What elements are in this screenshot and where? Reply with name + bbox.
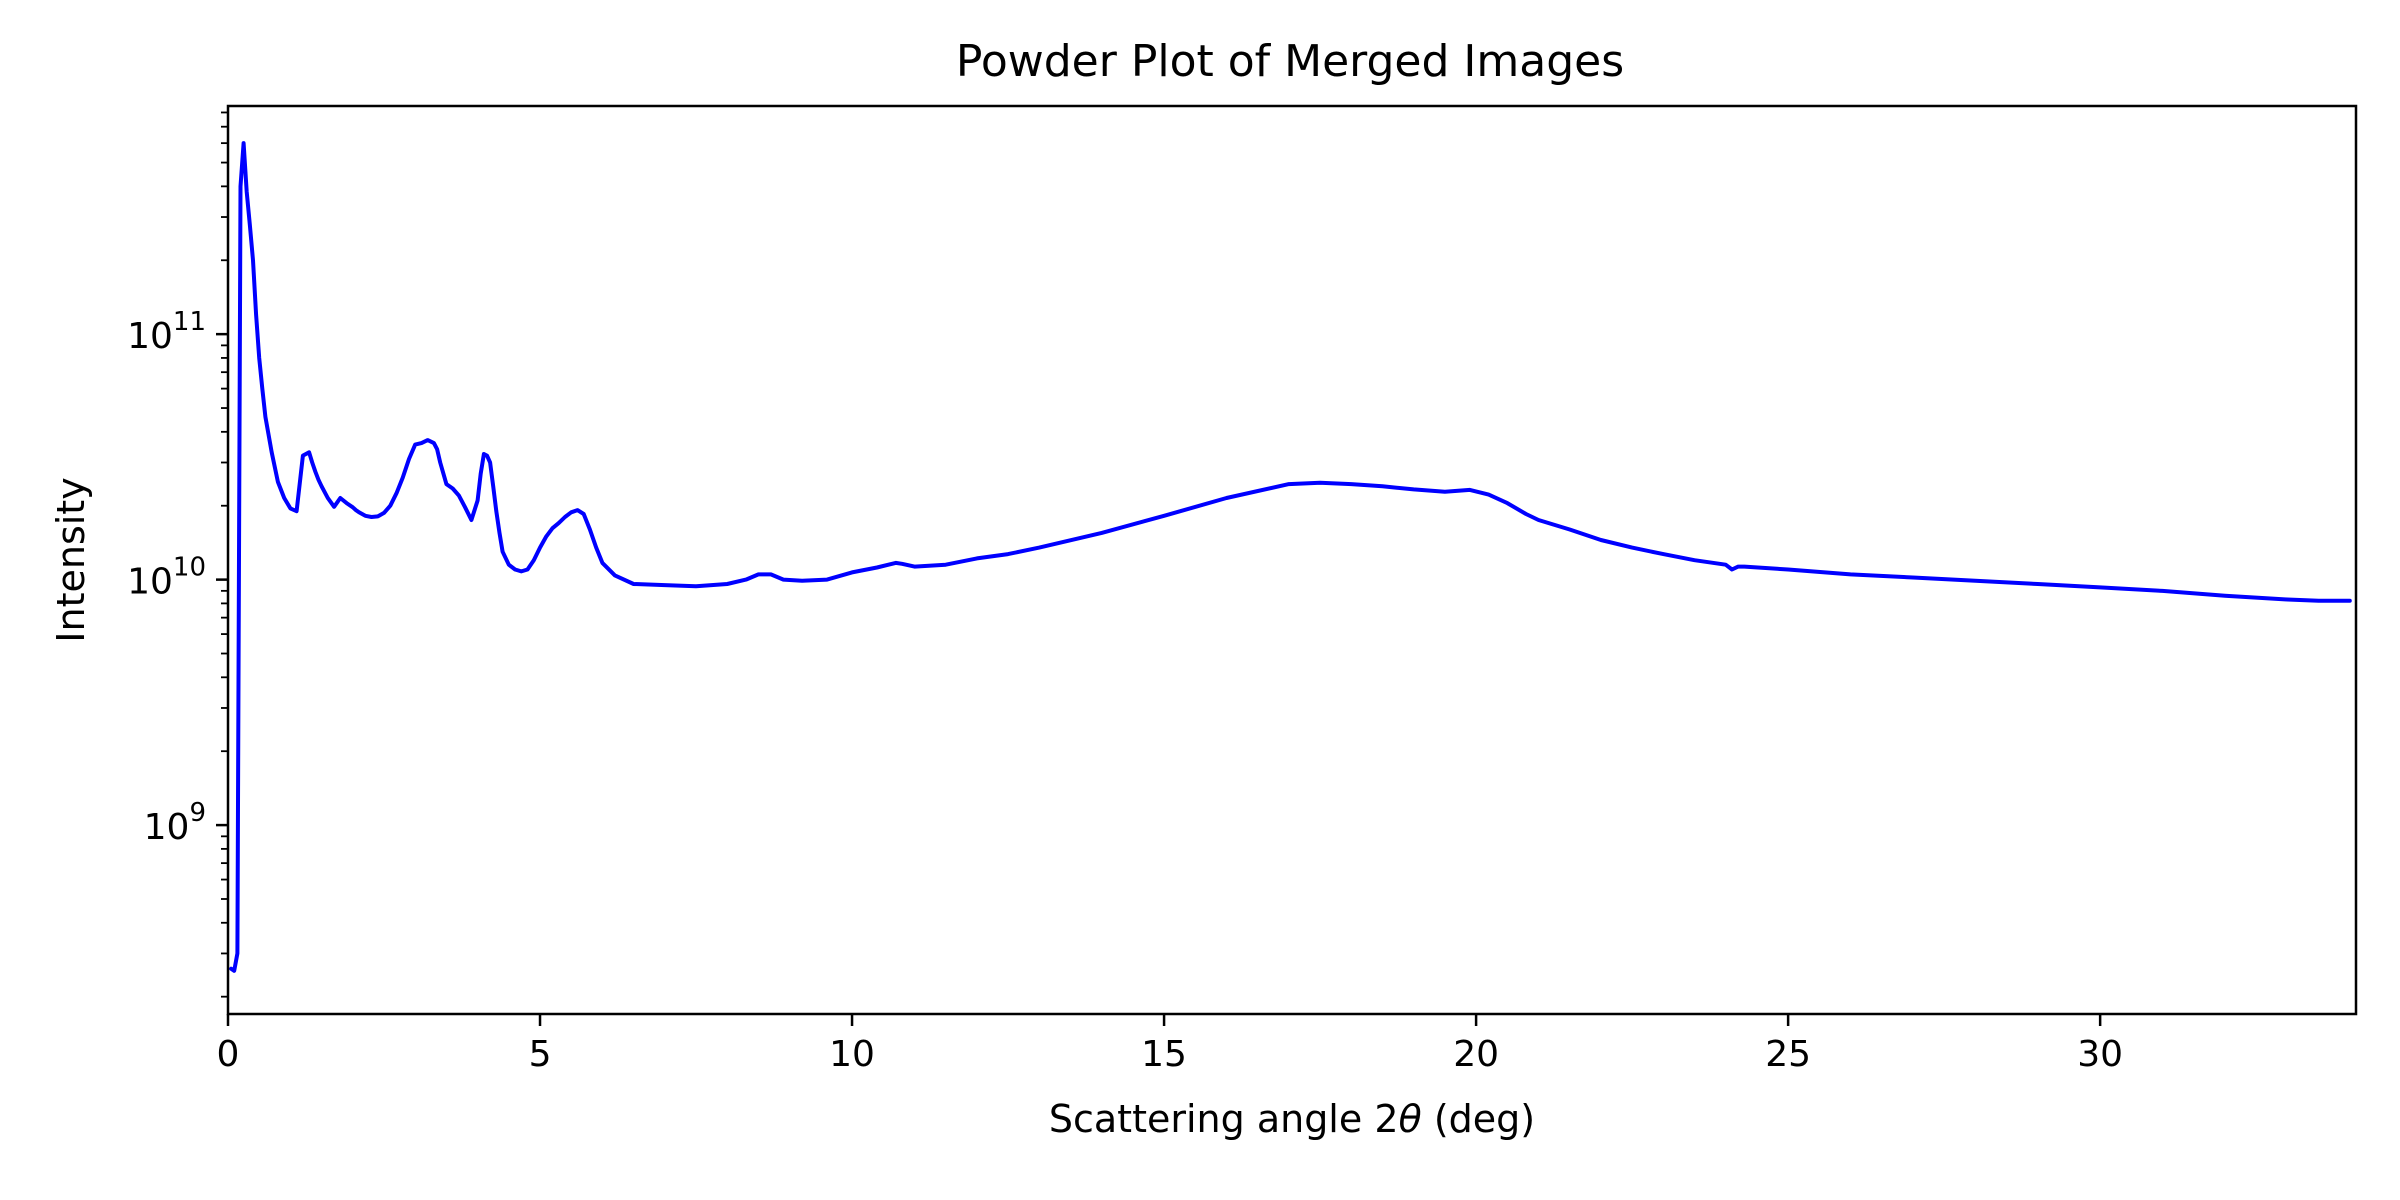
- x-tick-label: 10: [829, 1034, 875, 1075]
- x-axis-label: Scattering angle 2θ (deg): [1049, 1097, 1535, 1141]
- x-tick-label: 15: [1141, 1034, 1187, 1075]
- series-line-intensity: [229, 141, 2352, 973]
- x-axis-label-prefix: Scattering angle 2: [1049, 1097, 1399, 1141]
- x-tick-label: 20: [1453, 1034, 1499, 1075]
- x-tick-label: 5: [529, 1034, 552, 1075]
- y-tick-label: 1010: [127, 553, 206, 603]
- x-axis-ticks: 0 5 10 15 20 25 30: [217, 1014, 2123, 1075]
- y-tick-label-exponent: 9: [189, 798, 206, 828]
- y-tick-label: 1011: [127, 307, 206, 357]
- y-tick-label-exponent: 11: [173, 307, 206, 337]
- x-axis-label-theta: θ: [1399, 1097, 1422, 1141]
- plot-area: [229, 141, 2352, 973]
- y-axis-label: Intensity: [49, 477, 93, 642]
- x-tick-label: 30: [2077, 1034, 2123, 1075]
- x-tick-label: 0: [217, 1034, 240, 1075]
- axes-frame: [226, 104, 2358, 1016]
- y-tick-label-base: 10: [144, 807, 190, 848]
- chart-title: Powder Plot of Merged Images: [956, 36, 1624, 87]
- y-tick-label: 109: [144, 798, 206, 848]
- x-axis-label-suffix: (deg): [1422, 1097, 1535, 1141]
- y-tick-label-base: 10: [127, 316, 173, 357]
- x-tick-label: 25: [1765, 1034, 1811, 1075]
- y-tick-label-base: 10: [127, 562, 173, 603]
- y-tick-label-exponent: 10: [173, 553, 206, 583]
